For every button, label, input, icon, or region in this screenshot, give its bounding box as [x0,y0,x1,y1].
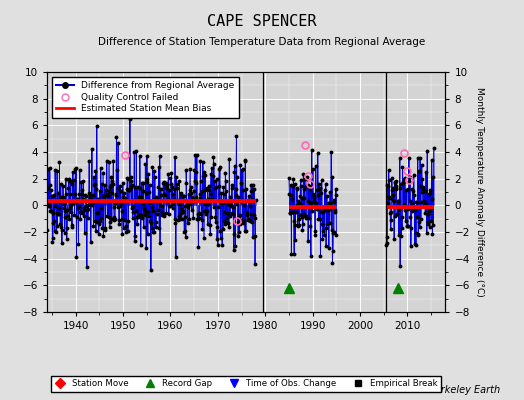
Legend: Difference from Regional Average, Quality Control Failed, Estimated Station Mean: Difference from Regional Average, Qualit… [52,76,239,118]
Y-axis label: Monthly Temperature Anomaly Difference (°C): Monthly Temperature Anomaly Difference (… [475,87,484,297]
Text: Berkeley Earth: Berkeley Earth [428,385,500,395]
Text: CAPE SPENCER: CAPE SPENCER [208,14,316,30]
Text: Difference of Station Temperature Data from Regional Average: Difference of Station Temperature Data f… [99,37,425,47]
Legend: Station Move, Record Gap, Time of Obs. Change, Empirical Break: Station Move, Record Gap, Time of Obs. C… [51,376,441,392]
